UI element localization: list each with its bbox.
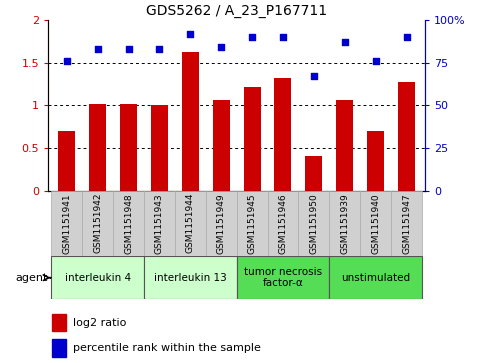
Bar	[82, 191, 113, 256]
Bar	[243, 86, 261, 191]
Bar	[144, 256, 237, 299]
Bar	[58, 131, 75, 191]
Point	[186, 31, 194, 37]
Bar	[268, 191, 298, 256]
Title: GDS5262 / A_23_P167711: GDS5262 / A_23_P167711	[146, 4, 327, 17]
Text: percentile rank within the sample: percentile rank within the sample	[73, 343, 261, 353]
Text: GSM1151948: GSM1151948	[124, 193, 133, 254]
Text: interleukin 13: interleukin 13	[154, 273, 227, 283]
Bar	[113, 191, 144, 256]
Text: unstimulated: unstimulated	[341, 273, 410, 283]
Bar	[52, 314, 66, 331]
Text: GSM1151939: GSM1151939	[340, 193, 349, 254]
Bar	[329, 191, 360, 256]
Point	[156, 46, 163, 52]
Bar	[237, 191, 268, 256]
Bar	[237, 256, 329, 299]
Bar	[329, 256, 422, 299]
Bar	[305, 156, 322, 191]
Point	[125, 46, 132, 52]
Bar	[360, 191, 391, 256]
Bar	[336, 100, 353, 191]
Bar	[52, 339, 66, 357]
Text: agent: agent	[15, 273, 48, 283]
Text: GSM1151950: GSM1151950	[310, 193, 318, 254]
Text: GSM1151947: GSM1151947	[402, 193, 411, 254]
Bar	[367, 131, 384, 191]
Text: interleukin 4: interleukin 4	[65, 273, 131, 283]
Point	[63, 58, 71, 64]
Point	[310, 73, 318, 79]
Bar	[151, 105, 168, 191]
Point	[94, 46, 101, 52]
Text: GSM1151946: GSM1151946	[279, 193, 287, 254]
Bar	[175, 191, 206, 256]
Point	[217, 44, 225, 50]
Bar	[89, 103, 106, 191]
Text: GSM1151949: GSM1151949	[217, 193, 226, 254]
Point	[248, 34, 256, 40]
Bar	[144, 191, 175, 256]
Point	[372, 58, 380, 64]
Bar	[51, 191, 82, 256]
Bar	[206, 191, 237, 256]
Text: GSM1151940: GSM1151940	[371, 193, 380, 254]
Text: GSM1151944: GSM1151944	[186, 193, 195, 253]
Point	[403, 34, 411, 40]
Text: GSM1151942: GSM1151942	[93, 193, 102, 253]
Text: GSM1151945: GSM1151945	[248, 193, 256, 254]
Bar	[213, 100, 230, 191]
Text: GSM1151943: GSM1151943	[155, 193, 164, 254]
Text: GSM1151941: GSM1151941	[62, 193, 71, 254]
Bar	[274, 78, 291, 191]
Bar	[391, 191, 422, 256]
Bar	[298, 191, 329, 256]
Bar	[51, 256, 144, 299]
Point	[341, 39, 349, 45]
Bar	[398, 82, 415, 191]
Bar	[182, 52, 199, 191]
Text: log2 ratio: log2 ratio	[73, 318, 126, 328]
Bar	[120, 105, 137, 191]
Point	[279, 34, 287, 40]
Text: tumor necrosis
factor-α: tumor necrosis factor-α	[244, 267, 322, 289]
